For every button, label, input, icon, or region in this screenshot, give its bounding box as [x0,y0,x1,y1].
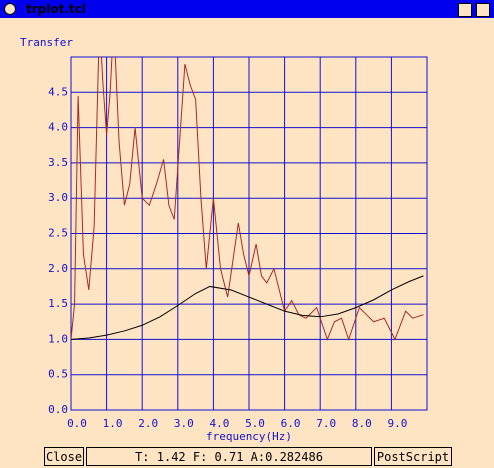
postscript-button[interactable]: PostScript [374,447,452,466]
x-tick-label: 3.0 [174,417,194,430]
x-tick-label: 1.0 [103,417,123,430]
title-bar: trplot.tcl [0,0,494,18]
y-tick-label: 2.5 [48,227,68,240]
maximize-button[interactable] [476,3,490,17]
x-tick-label: 9.0 [387,417,407,430]
y-tick-label: 1.5 [48,297,68,310]
x-tick-label: 2.0 [138,417,158,430]
x-tick-label: 5.0 [245,417,265,430]
x-tick-label: 0.0 [67,417,87,430]
window-icon[interactable] [4,3,16,15]
y-tick-label: 1.0 [48,332,68,345]
y-tick-label: 3.5 [48,156,68,169]
y-tick-label: 4.5 [48,85,68,98]
status-text: T: 1.42 F: 0.71 A:0.282486 [86,447,372,466]
x-tick-label: 8.0 [352,417,372,430]
plot-area [71,57,424,341]
y-axis-label: Transfer [20,36,73,49]
window-title: trplot.tcl [26,2,86,16]
x-tick-label: 6.0 [281,417,301,430]
y-tick-label: 0.0 [48,403,68,416]
close-button[interactable]: Close [44,447,84,466]
minimize-button[interactable] [458,3,472,17]
y-tick-label: 4.0 [48,121,68,134]
y-tick-label: 0.5 [48,368,68,381]
data-line [71,275,424,340]
y-tick-label: 3.0 [48,191,68,204]
x-tick-label: 7.0 [316,417,336,430]
y-tick-label: 2.0 [48,262,68,275]
x-tick-label: 4.0 [209,417,229,430]
data-line [71,57,424,341]
chart: Transfer frequency(Hz) 0.0 0.5 1.0 1.5 2.0 2.… [20,36,428,443]
x-axis-label: frequency(Hz) [206,430,292,443]
